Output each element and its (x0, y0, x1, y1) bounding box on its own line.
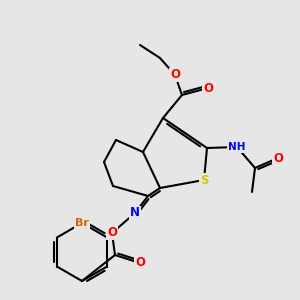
Text: S: S (200, 173, 208, 187)
Text: O: O (203, 82, 213, 94)
Text: Br: Br (75, 218, 89, 228)
Text: O: O (107, 226, 117, 239)
Text: O: O (135, 256, 145, 269)
Text: NH: NH (228, 142, 246, 152)
Text: O: O (273, 152, 283, 164)
Text: O: O (170, 68, 180, 82)
Text: N: N (130, 206, 140, 220)
